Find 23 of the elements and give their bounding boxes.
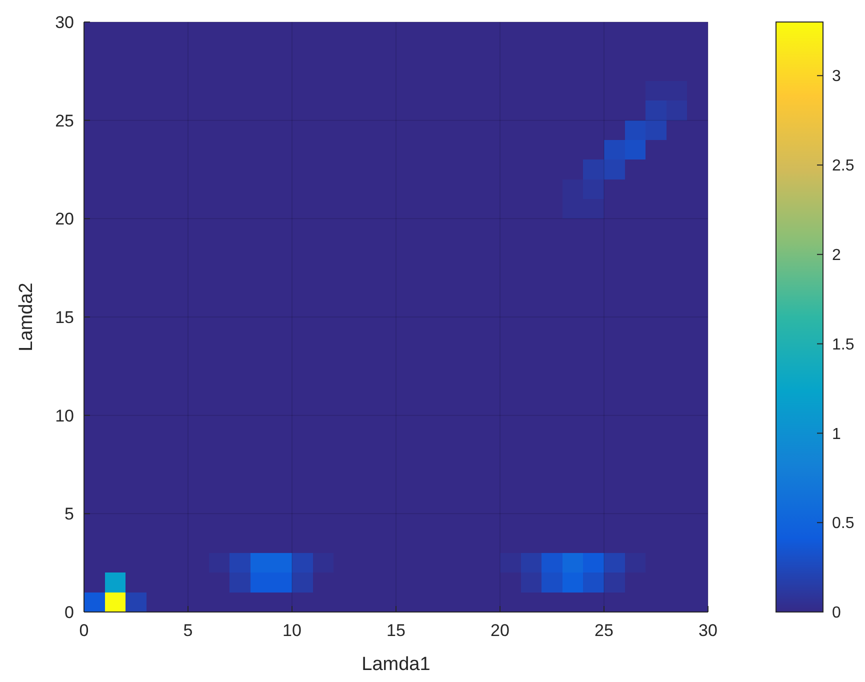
x-axis-title: Lamda1 xyxy=(362,654,430,675)
x-tick-label: 25 xyxy=(594,621,614,640)
y-tick-label: 10 xyxy=(55,406,74,426)
x-tick-label: 30 xyxy=(698,621,718,640)
x-tick-label: 20 xyxy=(490,621,510,640)
color-bar-label: 1.5 xyxy=(832,336,854,354)
y-tick-label: 0 xyxy=(64,602,74,622)
x-tick-label: 5 xyxy=(183,621,193,640)
color-bar-label: 0.5 xyxy=(832,515,854,532)
color-bar-label: 0 xyxy=(832,604,841,622)
x-tick-label: 10 xyxy=(282,621,302,640)
color-bar-label: 1 xyxy=(832,426,841,443)
y-tick-label: 20 xyxy=(55,210,74,229)
y-tick-label: 5 xyxy=(64,504,74,524)
y-tick-label: 25 xyxy=(55,111,74,130)
x-tick-label: 15 xyxy=(386,621,406,640)
y-axis-title: Lamda2 xyxy=(16,282,37,352)
x-tick-label: 0 xyxy=(79,621,89,640)
y-tick-label: 15 xyxy=(55,308,74,327)
color-bar-label: 2.5 xyxy=(832,158,854,175)
y-tick-label: 30 xyxy=(55,12,74,32)
color-bar-label: 2 xyxy=(832,247,841,264)
color-bar-label: 3 xyxy=(832,68,841,86)
